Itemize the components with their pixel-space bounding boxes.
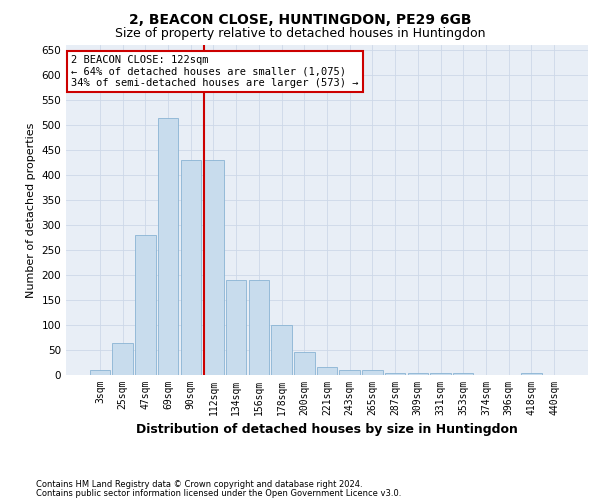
Bar: [226, 280, 247, 375]
Bar: [90, 370, 110, 375]
Text: 2 BEACON CLOSE: 122sqm
← 64% of detached houses are smaller (1,075)
34% of semi-: 2 BEACON CLOSE: 122sqm ← 64% of detached…: [71, 55, 359, 88]
Bar: [430, 373, 451, 375]
Bar: [248, 280, 269, 375]
Bar: [203, 160, 224, 375]
Bar: [181, 160, 201, 375]
Bar: [135, 235, 155, 375]
Bar: [112, 342, 133, 375]
Bar: [271, 325, 292, 375]
Bar: [294, 352, 314, 375]
Bar: [385, 372, 406, 375]
Text: Contains public sector information licensed under the Open Government Licence v3: Contains public sector information licen…: [36, 488, 401, 498]
X-axis label: Distribution of detached houses by size in Huntingdon: Distribution of detached houses by size …: [136, 424, 518, 436]
Bar: [362, 370, 383, 375]
Bar: [158, 118, 178, 375]
Bar: [521, 373, 542, 375]
Bar: [407, 372, 428, 375]
Text: 2, BEACON CLOSE, HUNTINGDON, PE29 6GB: 2, BEACON CLOSE, HUNTINGDON, PE29 6GB: [129, 12, 471, 26]
Bar: [317, 367, 337, 375]
Text: Contains HM Land Registry data © Crown copyright and database right 2024.: Contains HM Land Registry data © Crown c…: [36, 480, 362, 489]
Text: Size of property relative to detached houses in Huntingdon: Size of property relative to detached ho…: [115, 28, 485, 40]
Bar: [340, 370, 360, 375]
Bar: [453, 373, 473, 375]
Y-axis label: Number of detached properties: Number of detached properties: [26, 122, 36, 298]
